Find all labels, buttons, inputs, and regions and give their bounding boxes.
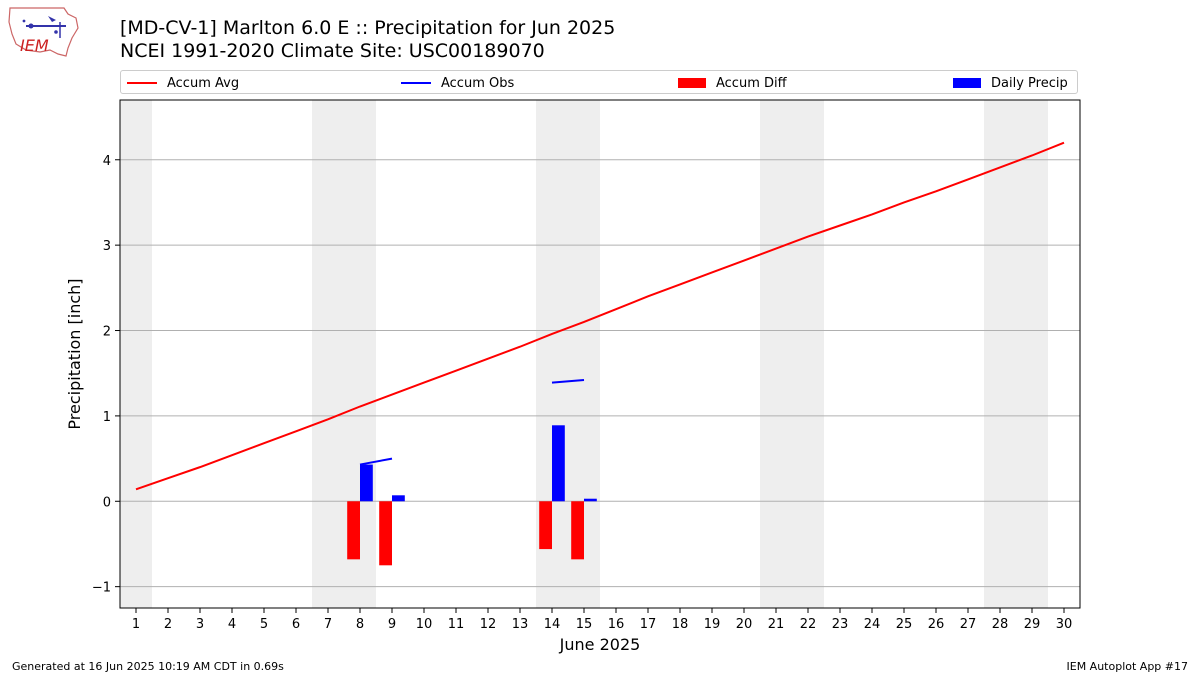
- x-tick-label: 21: [768, 617, 785, 632]
- x-tick-label: 1: [132, 617, 140, 632]
- x-tick-label: 18: [672, 617, 689, 632]
- x-tick-label: 25: [896, 617, 913, 632]
- y-tick-label: 0: [103, 495, 111, 510]
- accum-diff-bar: [571, 501, 584, 560]
- daily-precip-bar: [360, 464, 373, 502]
- x-tick-label: 29: [1024, 617, 1041, 632]
- chart-title: [MD-CV-1] Marlton 6.0 E :: Precipitation…: [120, 17, 616, 39]
- iem-logo: IEM: [8, 7, 79, 57]
- legend-label-accum-diff: Accum Diff: [716, 75, 787, 91]
- x-tick-label: 7: [324, 617, 332, 632]
- chart-legend: Accum Avg Accum Obs Accum Diff Daily Pre…: [120, 70, 1078, 94]
- legend-swatch-accum-obs: [401, 82, 431, 84]
- legend-swatch-accum-diff: [678, 78, 706, 88]
- chart-subtitle: NCEI 1991-2020 Climate Site: USC00189070: [120, 40, 545, 62]
- accum-obs-line: [359, 457, 393, 466]
- accum-avg-line: [135, 141, 1065, 491]
- x-tick-label: 20: [736, 617, 753, 632]
- x-tick-label: 10: [416, 617, 433, 632]
- x-tick-label: 19: [704, 617, 721, 632]
- legend-label-accum-obs: Accum Obs: [441, 75, 515, 91]
- accum-diff-bar: [379, 501, 392, 566]
- accum-diff-bar: [347, 501, 360, 560]
- daily-precip-bar: [584, 498, 597, 502]
- legend-label-daily-precip: Daily Precip: [991, 75, 1068, 91]
- legend-item-accum-diff: Accum Diff: [678, 74, 787, 92]
- y-tick-label: 2: [103, 325, 111, 340]
- x-tick-label: 28: [992, 617, 1009, 632]
- x-tick-label: 8: [356, 617, 364, 632]
- y-tick-label: −1: [92, 581, 111, 596]
- x-tick-label: 11: [448, 617, 465, 632]
- daily-precip-bar: [392, 495, 405, 502]
- x-tick-label: 6: [292, 617, 300, 632]
- legend-swatch-daily-precip: [953, 78, 981, 88]
- y-axis-label: Precipitation [inch]: [65, 278, 84, 429]
- accum-obs-line: [551, 379, 585, 384]
- legend-label-accum-avg: Accum Avg: [167, 75, 240, 91]
- accum-diff-bar: [539, 501, 552, 550]
- x-tick-label: 22: [800, 617, 817, 632]
- x-tick-label: 27: [960, 617, 977, 632]
- x-tick-label: 30: [1056, 617, 1073, 632]
- weekend-band-5: [984, 100, 1048, 608]
- x-tick-label: 26: [928, 617, 945, 632]
- x-axis-label: June 2025: [559, 635, 641, 654]
- svg-text:IEM: IEM: [20, 36, 49, 55]
- x-tick-label: 13: [512, 617, 529, 632]
- x-tick-label: 17: [640, 617, 657, 632]
- x-tick-label: 9: [388, 617, 396, 632]
- weekend-band-1: [120, 100, 152, 608]
- generated-timestamp: Generated at 16 Jun 2025 10:19 AM CDT in…: [12, 660, 284, 673]
- app-credit: IEM Autoplot App #17: [1066, 660, 1189, 673]
- y-tick-label: 4: [103, 154, 111, 169]
- x-tick-label: 15: [576, 617, 593, 632]
- x-tick-label: 16: [608, 617, 625, 632]
- x-tick-label: 14: [544, 617, 561, 632]
- x-tick-label: 24: [864, 617, 881, 632]
- x-tick-label: 23: [832, 617, 849, 632]
- x-tick-label: 4: [228, 617, 236, 632]
- plot-frame: [119, 99, 1081, 609]
- x-tick-label: 12: [480, 617, 497, 632]
- y-tick-label: 1: [103, 410, 111, 425]
- legend-item-accum-avg: Accum Avg: [127, 74, 239, 92]
- x-tick-label: 3: [196, 617, 204, 632]
- legend-item-daily-precip: Daily Precip: [953, 74, 1068, 92]
- weekend-band-4: [760, 100, 824, 608]
- x-tick-label: 2: [164, 617, 172, 632]
- x-tick-label: 5: [260, 617, 268, 632]
- daily-precip-bar: [552, 425, 565, 502]
- weekend-band-2: [312, 100, 376, 608]
- legend-swatch-accum-avg: [127, 82, 157, 84]
- y-tick-label: 3: [103, 239, 111, 254]
- legend-item-accum-obs: Accum Obs: [401, 74, 514, 92]
